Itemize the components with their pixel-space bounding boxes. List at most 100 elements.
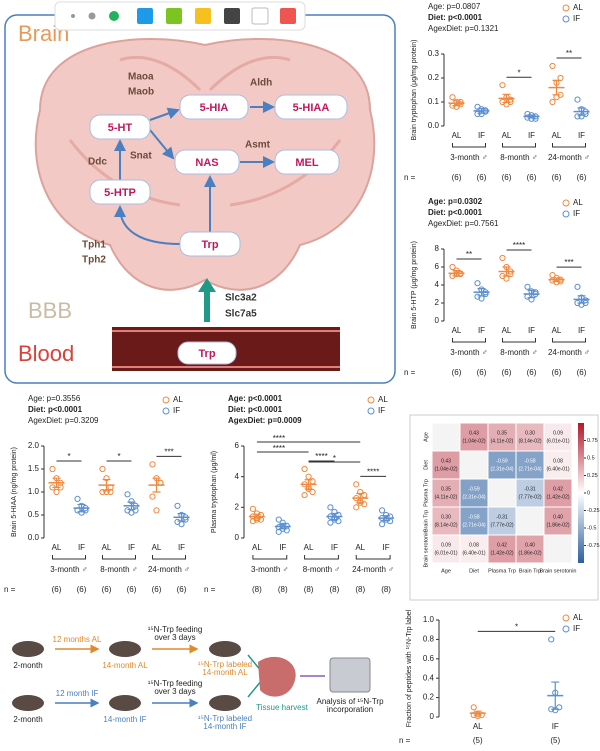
data-point — [132, 507, 139, 514]
y-tick-label: 0.1 — [428, 97, 440, 106]
toolbar — [54, 1, 306, 31]
heatmap-cell — [515, 478, 545, 508]
heatmap-cell-empty — [543, 534, 573, 564]
error-bar — [356, 492, 365, 504]
group-label: 24-month ♂ — [352, 565, 394, 574]
heatmap-cell-empty — [459, 450, 489, 480]
cell-value: 0.30 — [525, 430, 535, 436]
color-swatch[interactable] — [224, 8, 240, 24]
n-label: (5) — [473, 736, 483, 745]
data-point — [49, 465, 56, 473]
data-point — [107, 488, 114, 496]
experiment-schematic: 2-month 2-month 12 months AL 12 month IF… — [0, 610, 395, 751]
pen-size[interactable] — [109, 11, 119, 21]
group-label: 14-month AL — [102, 661, 148, 670]
sig-label: * — [333, 454, 336, 463]
stat-text: AgexDiet: p=0.0009 — [228, 416, 302, 425]
color-swatch[interactable] — [251, 7, 269, 25]
legend-marker — [562, 210, 570, 218]
y-axis-label: Brain 5-HTP (μg/mg protein) — [411, 241, 418, 329]
y-tick-label: 0.3 — [428, 49, 440, 58]
data-point — [549, 98, 556, 106]
y-tick-label: 4 — [435, 280, 440, 289]
feeding-label: ¹⁵N-Trp feeding — [148, 679, 203, 688]
legend-marker — [562, 15, 570, 23]
sig-label: **** — [273, 444, 285, 453]
error-bar — [552, 277, 561, 282]
cell-pvalue: (2.71e-04) — [518, 466, 541, 472]
cell-pvalue: (8.14e-02) — [518, 438, 541, 444]
heatmap-cell — [459, 506, 489, 536]
cell-pvalue: (4.11e-02) — [435, 494, 458, 500]
data-point — [574, 113, 581, 120]
x-tick-label: AL — [252, 543, 262, 552]
data-point — [548, 636, 555, 643]
row-label: Diet — [423, 460, 429, 470]
error-bar — [552, 79, 561, 96]
legend-marker — [562, 614, 570, 622]
heatmap-cell — [543, 422, 573, 452]
y-tick-label: 8 — [435, 244, 440, 253]
cell-pvalue: (1.04e-02) — [434, 466, 457, 472]
y-tick-label: 0.2 — [428, 73, 440, 82]
pen-size[interactable] — [88, 12, 96, 20]
y-tick-label: 0 — [430, 712, 435, 721]
color-swatch[interactable] — [280, 8, 296, 24]
cell-value: 0.08 — [553, 458, 563, 464]
group-bracket — [502, 143, 536, 148]
cell-pvalue: (2.31e-04) — [490, 466, 513, 472]
heatmap-cell-empty — [487, 478, 517, 508]
data-point — [482, 290, 489, 298]
age-label: 2-month — [13, 715, 42, 724]
stat-text: AgexDiet: p=0.1321 — [428, 24, 499, 33]
x-tick-label: AL — [152, 543, 162, 552]
group-bracket — [102, 555, 136, 560]
cell-value: 0.08 — [469, 542, 479, 548]
data-point — [574, 96, 581, 103]
stat-text: Diet: p<0.0001 — [28, 405, 83, 414]
x-tick-label: IF — [383, 543, 390, 552]
n-label: (6) — [77, 585, 87, 594]
data-point — [283, 527, 290, 534]
stat-text: Age: p<0.0001 — [228, 394, 283, 403]
region-label: BBB — [28, 298, 72, 323]
heatmap-cell — [487, 506, 517, 536]
group-bracket — [452, 143, 486, 148]
legend-label: IF — [573, 624, 580, 633]
legend-label: AL — [573, 3, 583, 12]
error-bar — [502, 93, 511, 104]
node-label: MEL — [295, 157, 319, 169]
legend-label: AL — [378, 395, 388, 404]
group-bracket — [552, 143, 586, 148]
cell-pvalue: (1.42e-02) — [490, 550, 513, 556]
node-label: 5-HTP — [104, 187, 136, 199]
mass-spec — [329, 657, 371, 693]
sig-label: **** — [513, 241, 525, 250]
y-axis-label: Brain tryptophan (μg/mg protein) — [411, 40, 418, 141]
legend-label: IF — [573, 14, 580, 23]
color-swatch[interactable] — [137, 8, 153, 24]
color-swatch[interactable] — [195, 8, 211, 24]
error-bar — [477, 107, 486, 114]
cell-pvalue: (1.42e-02) — [546, 494, 569, 500]
error-bar — [527, 289, 536, 299]
error-bar — [304, 479, 313, 490]
n-label: (6) — [452, 368, 462, 377]
legend-label: AL — [573, 613, 583, 622]
n-label: (8) — [355, 585, 365, 594]
region-label: Blood — [18, 341, 74, 366]
cell-pvalue: (2.71e-04) — [462, 522, 485, 528]
colorbar-tick-label: 0.25 — [587, 473, 598, 479]
col-label: Brain Trp — [519, 568, 541, 574]
pen-size[interactable] — [71, 14, 75, 18]
data-point — [99, 488, 106, 496]
color-swatch[interactable] — [166, 8, 182, 24]
y-tick-label: 6 — [235, 441, 240, 450]
data-point — [335, 511, 342, 519]
cell-value: 0.35 — [441, 486, 451, 492]
n-row-label: n = — [204, 585, 216, 594]
x-tick-label: AL — [304, 543, 314, 552]
group-label: 8-month ♂ — [500, 153, 538, 162]
enzyme-label: Tph2 — [82, 255, 106, 266]
y-tick-label: 0 — [235, 533, 240, 542]
